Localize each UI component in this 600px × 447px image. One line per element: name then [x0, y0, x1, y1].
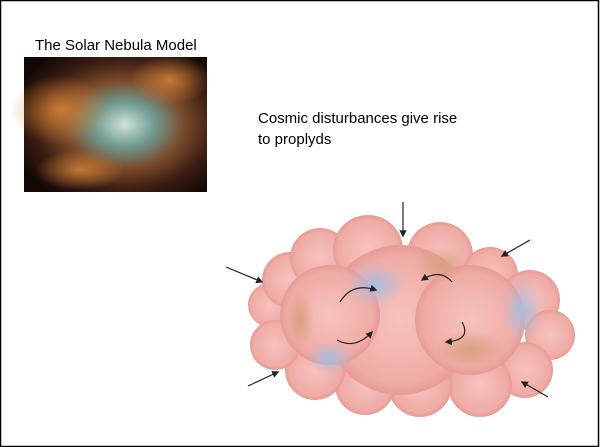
proplyd-cloud [248, 215, 575, 417]
caption-line: Cosmic disturbances give rise [258, 110, 457, 127]
arrows [225, 202, 549, 398]
nebula-photo [10, 55, 210, 192]
caption-line: to proplyds [258, 131, 331, 148]
slide-title: The Solar Nebula Model [35, 37, 197, 54]
